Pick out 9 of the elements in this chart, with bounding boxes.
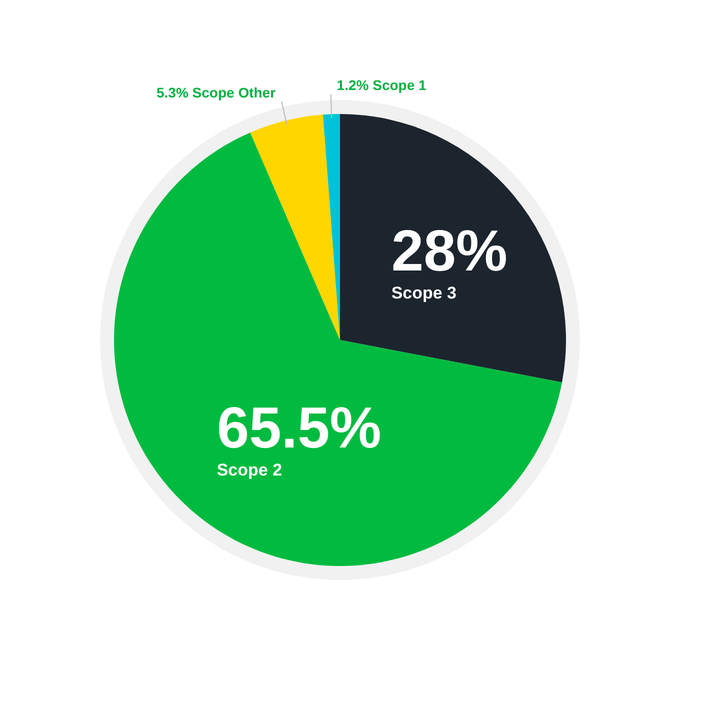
pie-slice [114, 132, 562, 566]
slice-label: Scope 3 [391, 283, 457, 302]
slice-label: Scope 2 [216, 460, 282, 480]
data-label: 65.5% [216, 396, 382, 461]
slice-label: 5.3% Scope Other [156, 84, 276, 100]
data-label: 28% [391, 218, 508, 284]
slice-label: 1.2% Scope 1 [336, 77, 427, 94]
pie-slice [340, 114, 566, 382]
pie-slice [250, 114, 340, 340]
